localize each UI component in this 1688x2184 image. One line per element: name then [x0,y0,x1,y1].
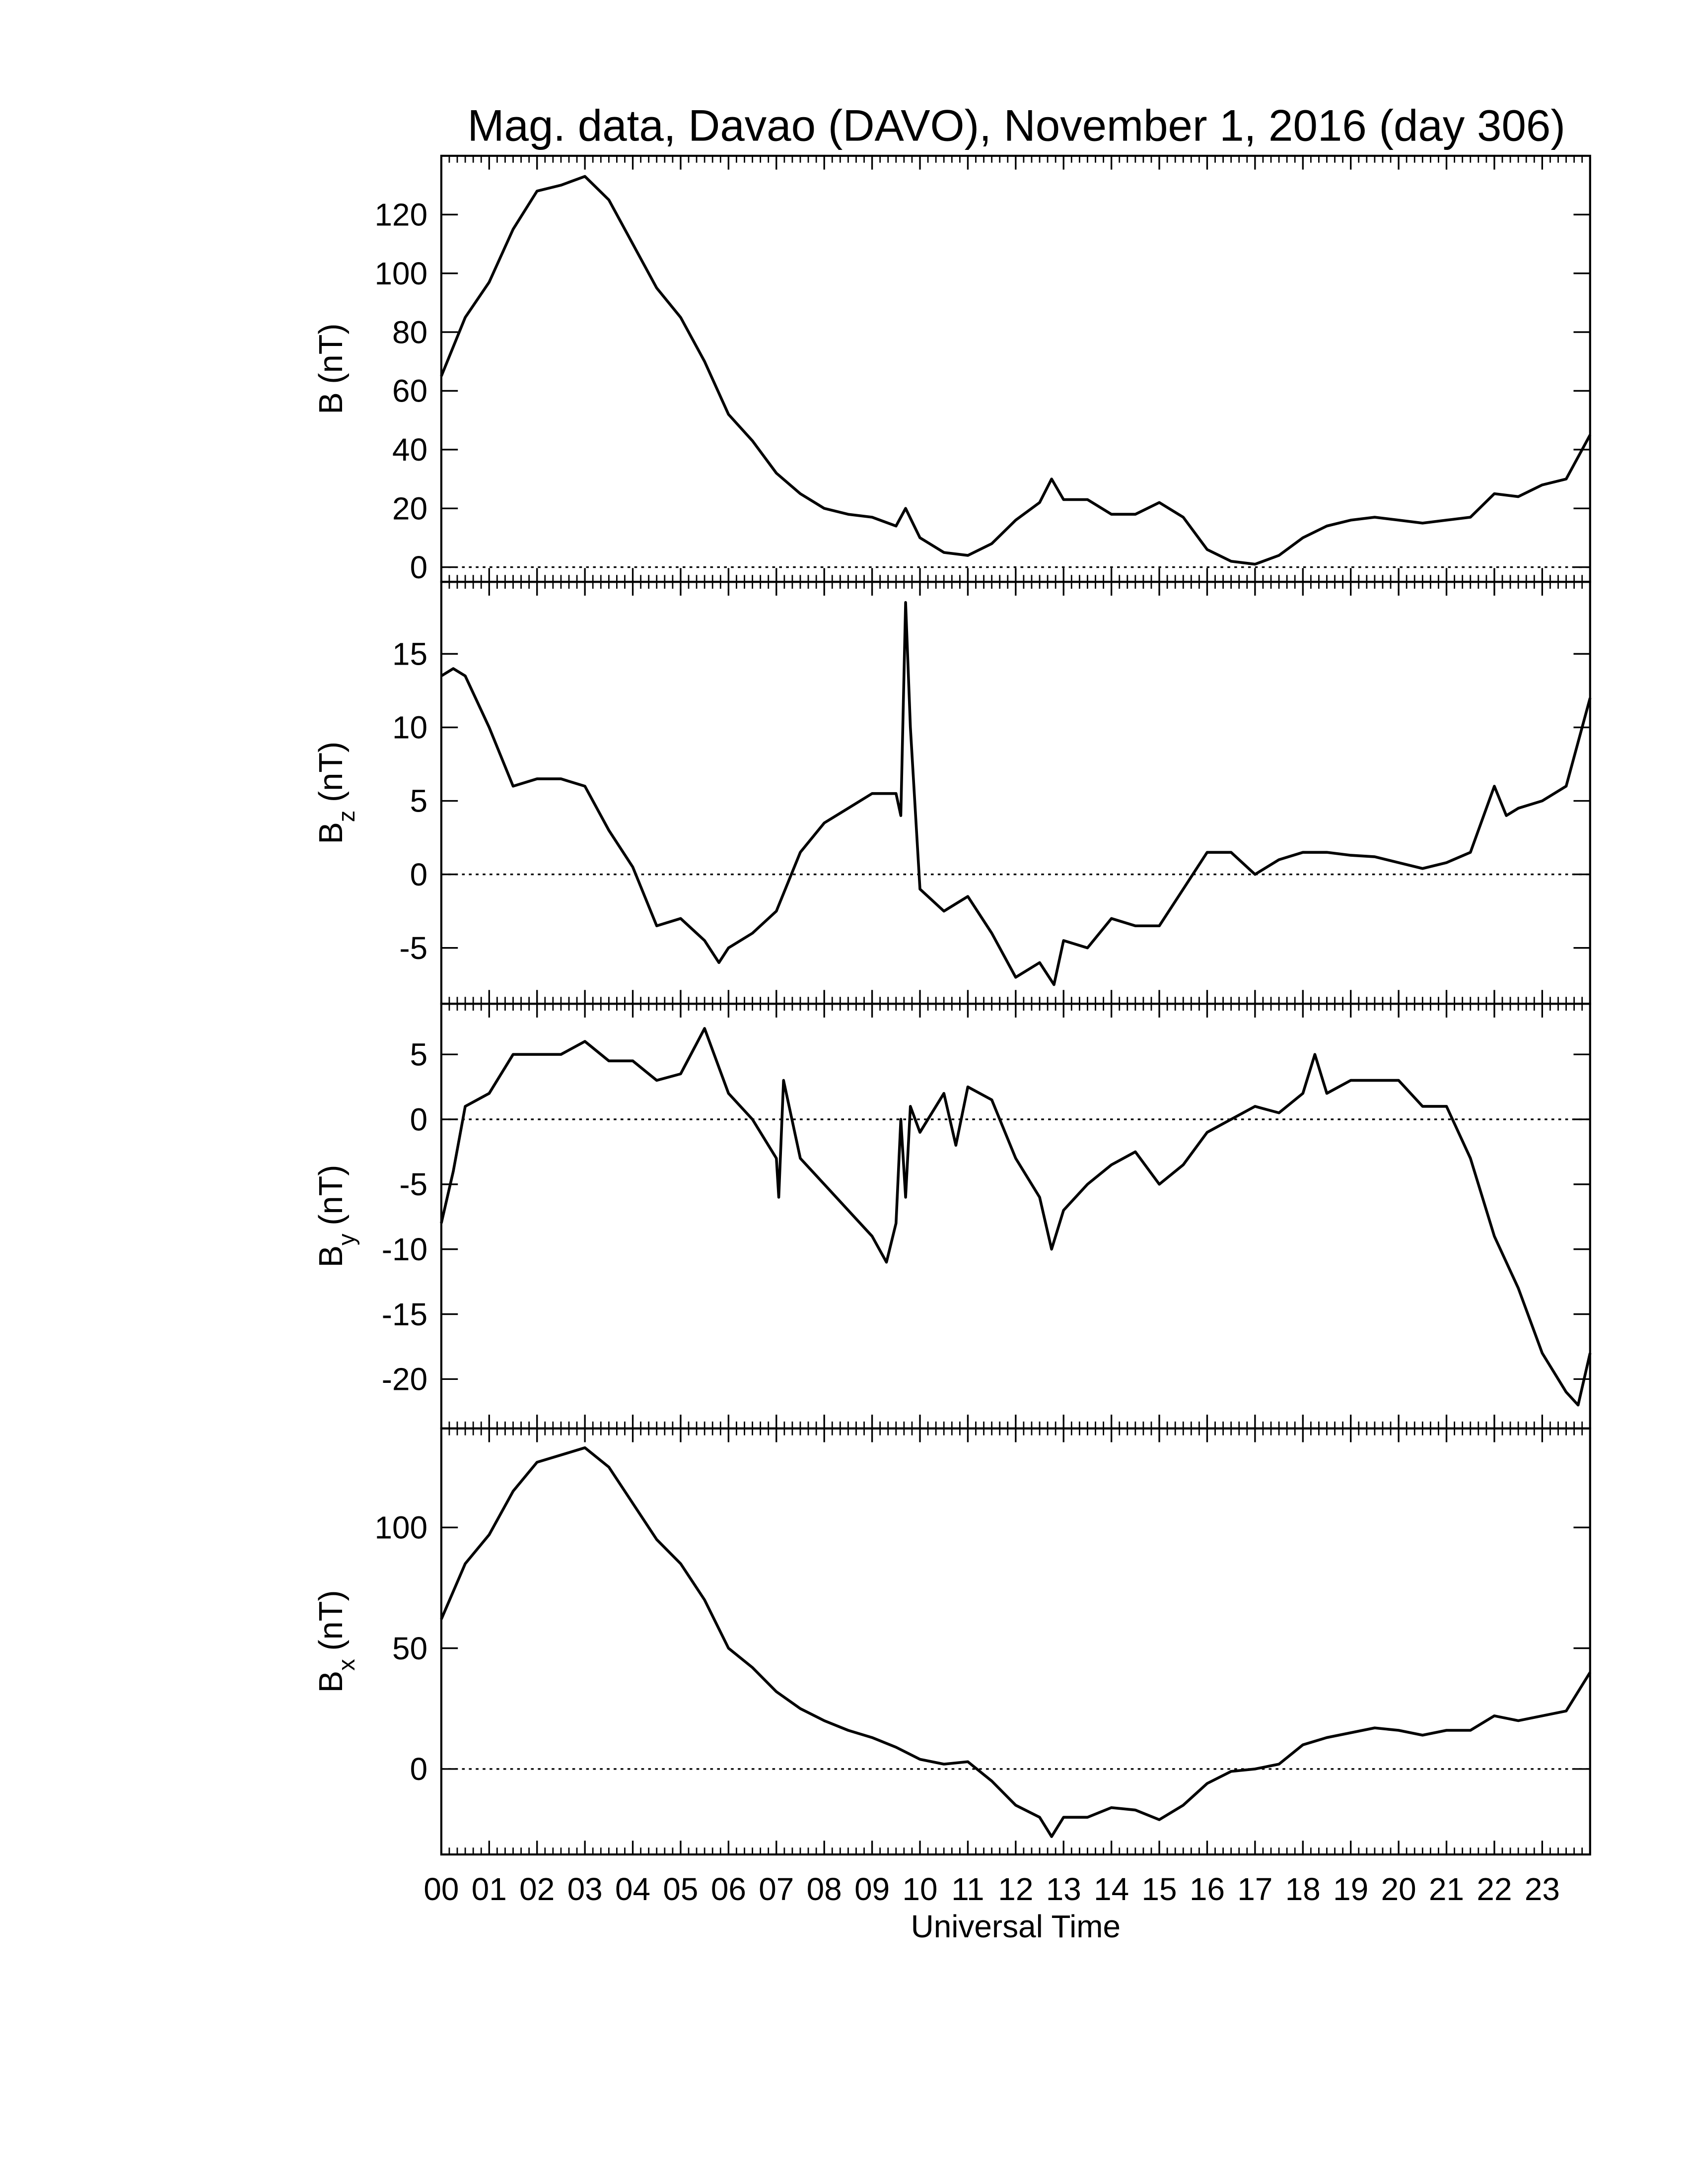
x-tick-label: 23 [1525,1871,1560,1907]
y-axis-label: Bx (nT) [313,1590,360,1693]
x-tick-label: 05 [663,1871,698,1907]
chart-title: Mag. data, Davao (DAVO), November 1, 201… [468,101,1565,150]
y-tick-label: -5 [399,930,427,966]
y-axis-label-main: B [313,1245,350,1267]
y-tick-label: 100 [375,1509,428,1545]
x-tick-label: 08 [807,1871,842,1907]
x-tick-label: 07 [759,1871,794,1907]
y-tick-label: 120 [375,197,428,233]
x-tick-label: 21 [1429,1871,1464,1907]
y-tick-label: 80 [392,314,427,350]
x-tick-label: 22 [1477,1871,1512,1907]
y-tick-label: 5 [410,1036,428,1072]
y-tick-label: 20 [392,490,427,526]
x-tick-label: 20 [1381,1871,1416,1907]
y-axis-label: Bz (nT) [313,742,360,844]
y-axis-label-sub: y [334,1233,360,1245]
data-line [440,601,1592,986]
x-tick-label: 15 [1142,1871,1177,1907]
y-tick-label: 5 [410,783,428,819]
y-tick-label: -15 [382,1297,427,1332]
y-axis-label-sub: z [334,811,360,822]
plot-frame [440,581,1591,1005]
y-tick-label: 0 [410,857,428,892]
data-line [440,1027,1592,1407]
x-tick-label: 19 [1333,1871,1368,1907]
y-tick-label: 0 [410,1101,428,1137]
y-axis-label-main: B [313,822,350,844]
x-tick-label: 11 [951,1871,984,1907]
y-axis-label-main: B [313,1671,350,1693]
x-tick-label: 00 [423,1871,459,1907]
x-tick-label: 17 [1237,1871,1272,1907]
x-tick-label: 12 [998,1871,1033,1907]
plot-frame [440,1427,1591,1856]
x-tick-label: 03 [567,1871,603,1907]
y-axis-label-unit: (nT) [313,323,350,384]
y-tick-label: -20 [382,1362,427,1397]
y-axis-label-sub: x [334,1659,360,1671]
data-line [440,1446,1592,1838]
x-tick-label: 10 [902,1871,937,1907]
y-axis-label-unit: (nT) [313,1590,350,1650]
x-tick-label: 04 [615,1871,650,1907]
y-tick-label: 0 [410,549,428,585]
y-tick-label: -10 [382,1231,427,1267]
y-axis-label-unit: (nT) [313,1165,350,1226]
y-tick-label: 10 [392,710,427,746]
y-tick-label: 100 [375,256,428,291]
y-tick-label: 40 [392,432,427,468]
y-tick-label: -5 [399,1166,427,1202]
y-tick-label: 15 [392,636,427,672]
y-axis-label: By (nT) [313,1165,360,1268]
y-tick-label: 0 [410,1751,428,1787]
plot-frame [440,1003,1591,1430]
y-tick-label: 50 [392,1631,427,1666]
x-tick-label: 16 [1190,1871,1225,1907]
plot-frame [440,154,1591,583]
x-tick-label: 13 [1046,1871,1081,1907]
x-axis-label: Universal Time [911,1909,1121,1944]
y-axis-label-main: B [313,392,350,414]
x-tick-label: 06 [711,1871,746,1907]
y-axis-label-unit: (nT) [313,742,350,802]
x-tick-label: 14 [1094,1871,1129,1907]
y-tick-label: 60 [392,373,427,409]
x-tick-label: 02 [519,1871,555,1907]
x-tick-label: 18 [1285,1871,1321,1907]
data-line [440,175,1592,566]
x-tick-label: 09 [854,1871,890,1907]
y-axis-label: B (nT) [313,323,350,414]
x-tick-label: 01 [472,1871,507,1907]
